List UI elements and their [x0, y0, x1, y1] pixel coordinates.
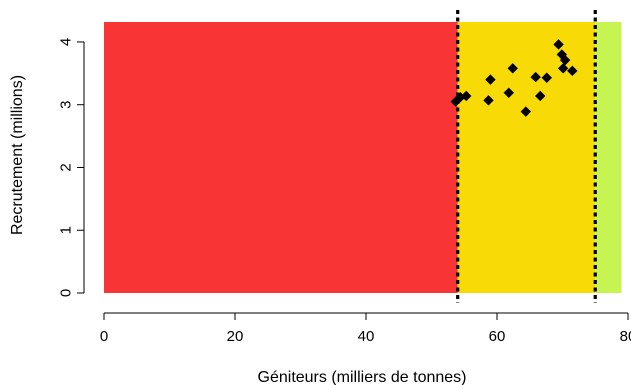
- data-point-8: [520, 106, 532, 117]
- data-point-12: [553, 39, 564, 50]
- data-point-3: [461, 90, 472, 102]
- data-point-7: [507, 63, 518, 74]
- points-layer: [450, 39, 578, 117]
- y-axis-title: Recrutement (millions): [9, 75, 26, 235]
- zone-band-2: [457, 22, 596, 293]
- zone-band-1: [104, 22, 458, 293]
- reference-line-layer: [456, 10, 597, 303]
- data-point-13: [556, 49, 568, 60]
- y-tick-label-3: 3: [58, 101, 75, 109]
- data-point-15: [559, 54, 571, 66]
- x-tick-label-20: 20: [227, 328, 244, 345]
- y-tick-label-4: 4: [58, 38, 75, 46]
- data-point-5: [485, 74, 496, 85]
- x-tick-label-0: 0: [100, 328, 108, 345]
- data-point-4: [483, 95, 494, 106]
- data-point-11: [541, 72, 552, 83]
- zone-band-3: [595, 22, 622, 293]
- data-point-10: [535, 90, 546, 102]
- x-axis-title: Géniteurs (milliers de tonnes): [258, 369, 467, 385]
- x-tick-label-40: 40: [358, 328, 375, 345]
- x-tick-label-60: 60: [489, 328, 506, 345]
- y-tick-label-0: 0: [58, 289, 75, 297]
- data-point-16: [567, 65, 578, 77]
- y-tick-label-2: 2: [58, 163, 75, 171]
- data-point-14: [557, 63, 569, 74]
- axes-layer: 0 20 40 60 80 0 1 2 3 4: [58, 38, 631, 345]
- data-point-9: [530, 71, 541, 83]
- data-point-6: [503, 87, 514, 98]
- x-tick-label-80: 80: [620, 328, 631, 345]
- zone-layer: [104, 22, 622, 293]
- y-tick-label-1: 1: [58, 226, 75, 234]
